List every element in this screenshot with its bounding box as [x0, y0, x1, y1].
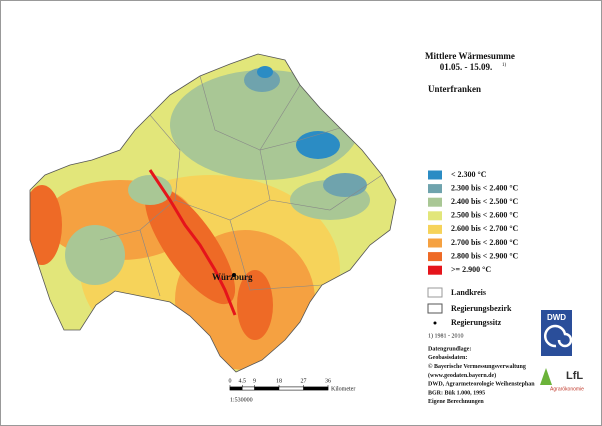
lfl-icon [540, 368, 552, 385]
source-line: (www.geodaten.bayern.de) [428, 372, 496, 379]
legend-label: 2.600 bis < 2.700 °C [451, 224, 519, 233]
zone [257, 66, 273, 78]
region: Unterfranken [428, 84, 481, 94]
zone [128, 175, 172, 205]
legend: < 2.300 °C 2.300 bis < 2.400 °C 2.400 bis … [428, 170, 519, 275]
source-line: Datengrundlage: [428, 346, 471, 352]
zone [144, 185, 236, 305]
legend-swatch [428, 184, 442, 194]
main-valley [148, 169, 237, 316]
legend-swatch [428, 211, 442, 221]
footnote: 1) 1981 - 2010 [428, 332, 464, 339]
zone [65, 225, 125, 285]
legend-label: Regierungssitz [451, 318, 502, 327]
dwd-swirl [544, 324, 573, 348]
scale-segment [242, 386, 255, 391]
zone [323, 173, 367, 197]
scale-segment [303, 386, 329, 391]
legend-label: Landkreis [451, 288, 486, 297]
legend-swatch [428, 265, 442, 275]
scale-segment [278, 386, 304, 391]
legend-swatch [428, 170, 442, 180]
scale-label: 4.5 [239, 378, 247, 384]
legend-swatch [428, 252, 442, 262]
legend-label: Regierungsbezirk [451, 304, 512, 313]
region-swatch [427, 303, 443, 314]
period: 01.05. - 15.09. [440, 62, 493, 72]
legend-label: 2.300 bis < 2.400 °C [451, 183, 519, 192]
legend-label: < 2.300 °C [451, 170, 487, 179]
title: Mittlere Wärmesumme [425, 51, 515, 61]
source-line: © Bayerische Vermessungsverwaltung [428, 363, 526, 370]
legend-label: 2.500 bis < 2.600 °C [451, 211, 519, 220]
district-borders [99, 75, 383, 297]
source-line: DWD, Agrarmeteorologie Weihenstephan [428, 382, 535, 388]
city-dot [232, 273, 236, 277]
scale-segment [229, 386, 243, 391]
source-line: BGR: Bük 1.000, 1995 [428, 390, 485, 396]
legend-label: >= 2.900 °C [451, 265, 491, 274]
lfl-sub: Agrarökonomie [550, 386, 584, 392]
scale-segment [254, 386, 280, 391]
scale-unit: Kilometer [331, 386, 355, 392]
legend-swatch [428, 197, 442, 207]
legend-label: 2.800 bis < 2.900 °C [451, 251, 519, 260]
city-label: Würzburg [212, 272, 253, 282]
legend-label: 2.700 bis < 2.800 °C [451, 238, 519, 247]
source-line: Eigene Berechnungen [428, 399, 484, 405]
dwd-text: DWD [547, 313, 566, 322]
scale-label: 18 [276, 378, 282, 384]
legend-swatch [428, 224, 442, 234]
seat-swatch [433, 321, 437, 325]
scale-label: 36 [325, 378, 331, 384]
legend-label: 2.400 bis < 2.500 °C [451, 197, 519, 206]
scale-ratio: 1:530000 [230, 397, 253, 403]
district-swatch [427, 287, 443, 298]
legend-swatch [428, 238, 442, 248]
zone [296, 131, 340, 159]
source-line: Geobasisdaten: [428, 355, 467, 361]
scale-label: 27 [301, 378, 307, 384]
scale-label: 9 [253, 378, 256, 384]
scale-label: 0 [229, 378, 232, 384]
sources: Datengrundlage: Geobasisdaten: © Bayerisch… [428, 346, 535, 405]
zone [237, 270, 273, 340]
period-note: 1) [502, 63, 507, 68]
lfl-text: LfL [566, 370, 583, 382]
